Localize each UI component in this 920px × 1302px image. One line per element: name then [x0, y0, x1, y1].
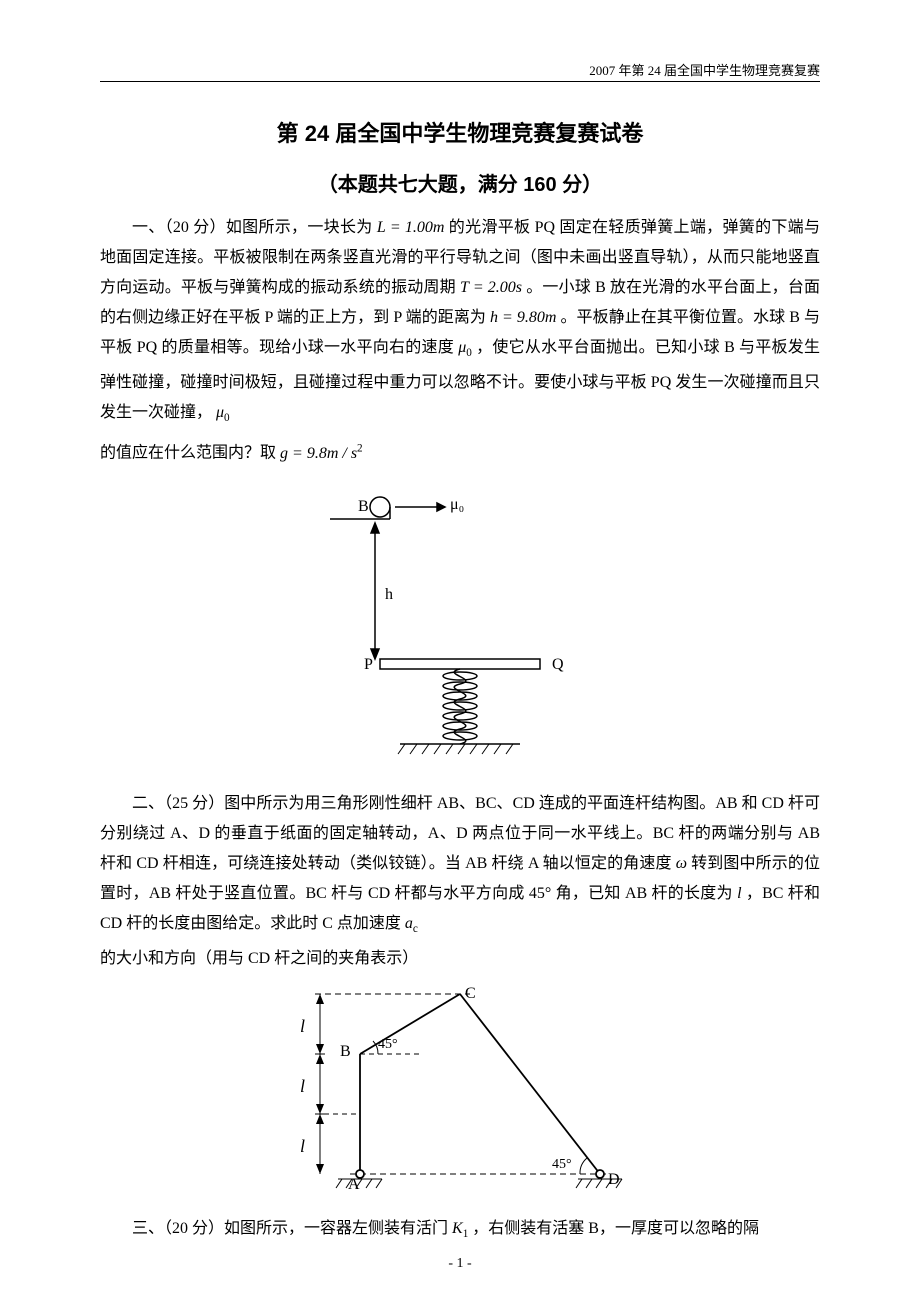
p1-T: T = 2.00s: [460, 279, 522, 296]
page: 2007 年第 24 届全国中学生物理竞赛复赛 第 24 届全国中学生物理竞赛复…: [0, 0, 920, 1302]
fig2-D: D: [608, 1171, 620, 1188]
fig1-h: h: [385, 586, 393, 603]
fig2-ang-B: 45°: [378, 1037, 398, 1052]
p1-h: h = 9.80m: [490, 309, 556, 326]
fig1-B: B: [358, 498, 369, 515]
K-sub: 1: [463, 1228, 469, 1240]
p3-a: ，右侧装有活塞 B，一厚度可以忽略的隔: [472, 1220, 759, 1237]
p1-mu0: μ0: [458, 339, 472, 356]
p1-mu0-b: μ0: [216, 404, 230, 421]
fig2-l-1: l: [300, 1016, 305, 1036]
fig2-A: A: [348, 1176, 360, 1193]
fig2-ang-D: 45°: [552, 1157, 572, 1172]
page-number: - 1 -: [0, 1256, 920, 1272]
fig2-C: C: [465, 985, 476, 1002]
fig2-B: B: [340, 1043, 351, 1060]
ac-sub: c: [413, 923, 418, 935]
mu-sub: 0: [466, 347, 472, 359]
K-sym: K: [452, 1220, 463, 1237]
problem-2-text: 二、（25 分）图中所示为用三角形刚性细杆 AB、BC、CD 连成的平面连杆结构…: [100, 789, 820, 944]
p1-g: g = 9.8m / s2: [280, 445, 363, 462]
ac-sym: a: [405, 915, 413, 932]
problem-3-text: 三、（20 分）如图所示，一容器左侧装有活门 K1 ，右侧装有活塞 B，一厚度可…: [100, 1214, 820, 1249]
fig2-l-3: l: [300, 1136, 305, 1156]
p2-ac: ac: [405, 915, 418, 932]
p1-L: L = 1.00m: [377, 219, 445, 236]
g-sup: 2: [357, 442, 363, 454]
p2-omega: ω: [676, 855, 687, 872]
problem-2-text-2: 的大小和方向（用与 CD 杆之间的夹角表示）: [100, 944, 820, 974]
figure-2: A B C D l l l 45° 45°: [260, 984, 660, 1204]
header-rule: [100, 81, 820, 82]
problem-1-text-2: 的值应在什么范围内？取 g = 9.8m / s2: [100, 433, 820, 468]
fig2-l-2: l: [300, 1076, 305, 1096]
g-eq: g = 9.8m / s: [280, 445, 357, 462]
p1-label: 一、（20 分）如图所示，一块长为: [132, 219, 373, 236]
problem-1-text: 一、（20 分）如图所示，一块长为 L = 1.00m 的光滑平板 PQ 固定在…: [100, 213, 820, 433]
main-title: 第 24 届全国中学生物理竞赛复赛试卷: [100, 116, 820, 148]
running-header: 2007 年第 24 届全国中学生物理竞赛复赛: [100, 60, 820, 79]
p1-e: 的值应在什么范围内？取: [100, 445, 276, 462]
p2-l: l: [737, 885, 741, 902]
fig1-mu0: μ₀: [450, 496, 464, 513]
p3-K1: K1: [452, 1220, 468, 1237]
fig1-P: P: [364, 656, 373, 673]
mu-sub-2: 0: [224, 412, 230, 424]
p3-label: 三、（20 分）如图所示，一容器左侧装有活门: [132, 1220, 448, 1237]
sub-title: （本题共七大题，满分 160 分）: [100, 168, 820, 197]
fig1-Q: Q: [552, 656, 564, 673]
mu-sym-2: μ: [216, 404, 224, 421]
figure-1: B μ₀ h P Q: [330, 479, 590, 779]
